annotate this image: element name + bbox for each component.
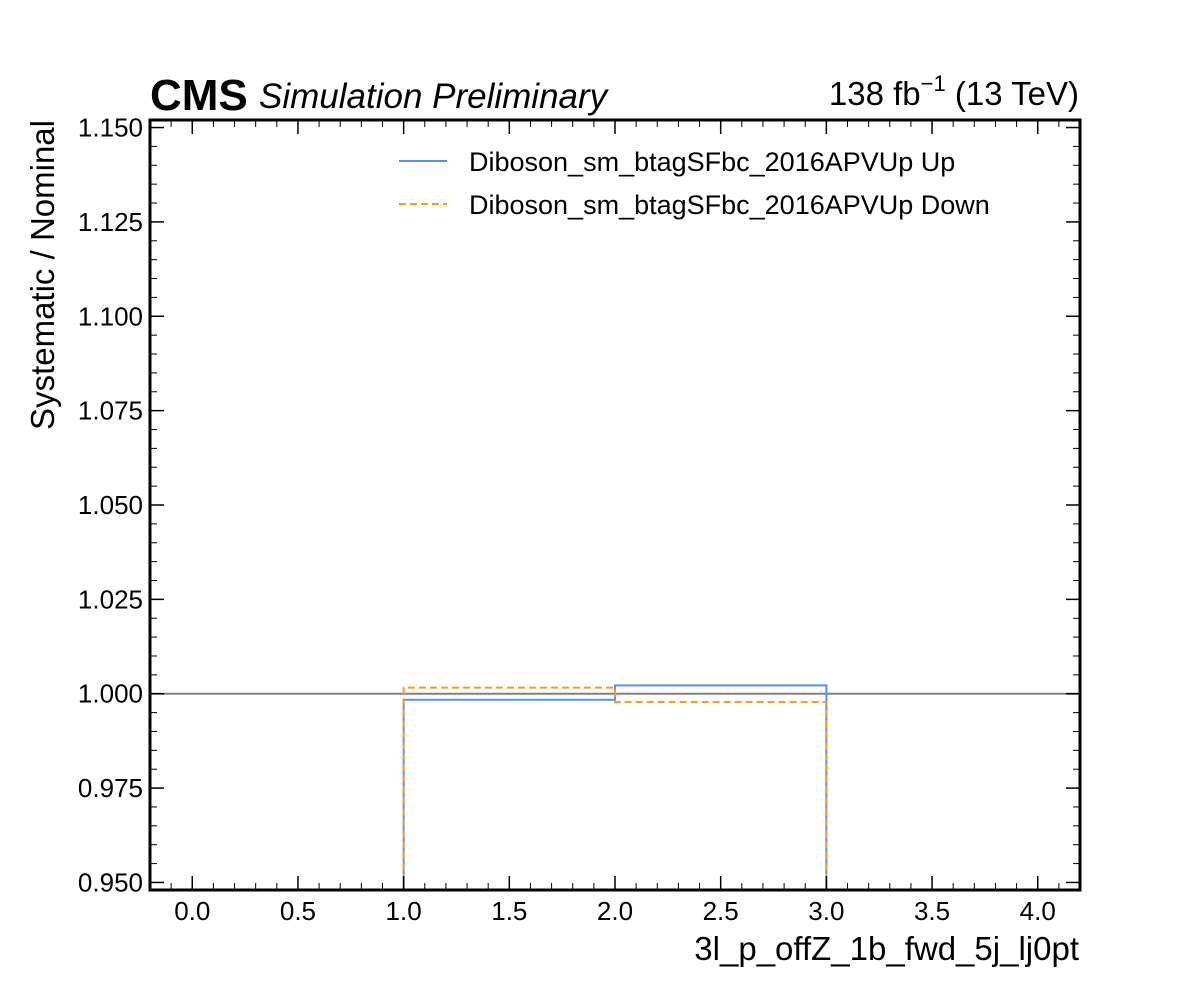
x-tick-label: 3.5 [914,896,950,926]
x-tick-label: 1.0 [386,896,422,926]
y-tick-label: 1.025 [78,584,143,614]
plot-frame [148,118,1082,892]
y-axis-title: Systematic / Nominal [24,120,61,430]
x-axis-title: 3l_p_offZ_1b_fwd_5j_lj0pt [694,930,1079,967]
legend: Diboson_sm_btagSFbc_2016APVUp Up Diboson… [399,147,990,220]
series-layer [150,684,1080,891]
y-tick-label: 1.050 [78,490,143,520]
legend-label-up: Diboson_sm_btagSFbc_2016APVUp Up [469,147,955,177]
x-tick-label: 4.0 [1020,896,1056,926]
cms-subtitle: Simulation Preliminary [259,77,610,116]
y-tick-label: 0.975 [78,773,143,803]
ticks-layer: 0.0 0.5 1.0 1.5 2.0 2.5 3.0 3.5 4.0 0.950 0.975 1.0… [78,113,1080,926]
lumi-exponent: −1 [921,71,946,96]
lumi-value: 138 fb [829,75,921,112]
series-down-line [192,686,1038,891]
y-tick-label: 1.000 [78,679,143,709]
x-tick-label: 0.0 [174,896,210,926]
x-tick-label: 0.5 [280,896,316,926]
y-tick-label: 1.100 [78,301,143,331]
y-tick-label: 1.075 [78,396,143,426]
lumi-label: 138 fb−1 (13 TeV) [829,71,1079,112]
cms-label: CMS [150,71,248,120]
x-tick-label: 1.5 [491,896,527,926]
x-tick-label: 3.0 [808,896,844,926]
legend-label-down: Diboson_sm_btagSFbc_2016APVUp Down [469,190,990,220]
x-tick-label: 2.0 [597,896,633,926]
y-tick-label: 1.150 [78,113,143,143]
lumi-energy: (13 TeV) [946,75,1079,112]
y-tick-label: 0.950 [78,867,143,897]
x-tick-label: 2.5 [703,896,739,926]
series-up-line [192,684,1038,891]
y-tick-label: 1.125 [78,207,143,237]
